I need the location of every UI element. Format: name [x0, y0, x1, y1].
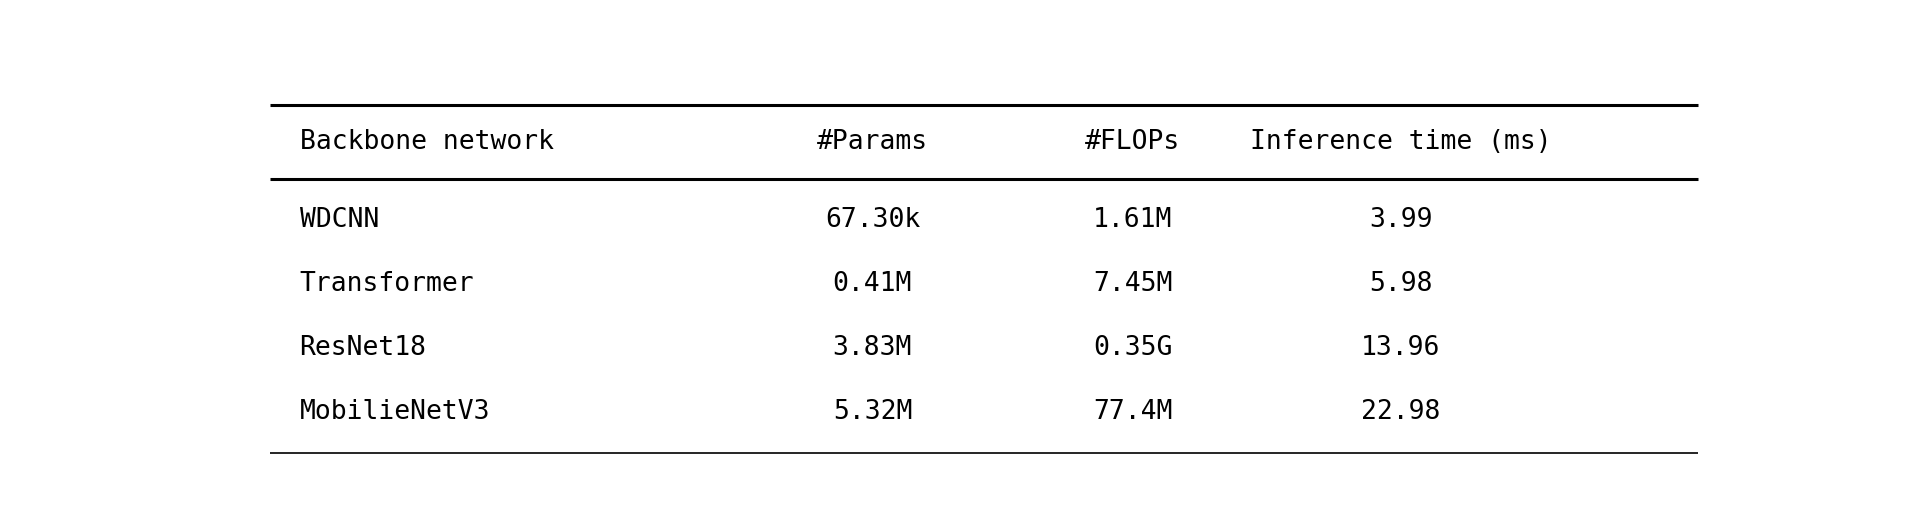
Text: Inference time (ms): Inference time (ms) — [1250, 129, 1551, 155]
Text: 13.96: 13.96 — [1361, 335, 1440, 361]
Text: 5.98: 5.98 — [1369, 271, 1432, 297]
Text: #Params: #Params — [816, 129, 927, 155]
Text: 7.45M: 7.45M — [1092, 271, 1173, 297]
Text: 0.41M: 0.41M — [833, 271, 912, 297]
Text: 77.4M: 77.4M — [1092, 398, 1173, 425]
Text: 3.99: 3.99 — [1369, 207, 1432, 233]
Text: 3.83M: 3.83M — [833, 335, 912, 361]
Text: Backbone network: Backbone network — [300, 129, 553, 155]
Text: ResNet18: ResNet18 — [300, 335, 426, 361]
Text: 5.32M: 5.32M — [833, 398, 912, 425]
Text: 67.30k: 67.30k — [826, 207, 920, 233]
Text: #FLOPs: #FLOPs — [1085, 129, 1181, 155]
Text: MobilieNetV3: MobilieNetV3 — [300, 398, 490, 425]
Text: Transformer: Transformer — [300, 271, 474, 297]
Text: 22.98: 22.98 — [1361, 398, 1440, 425]
Text: 0.35G: 0.35G — [1092, 335, 1173, 361]
Text: 1.61M: 1.61M — [1092, 207, 1173, 233]
Text: WDCNN: WDCNN — [300, 207, 378, 233]
